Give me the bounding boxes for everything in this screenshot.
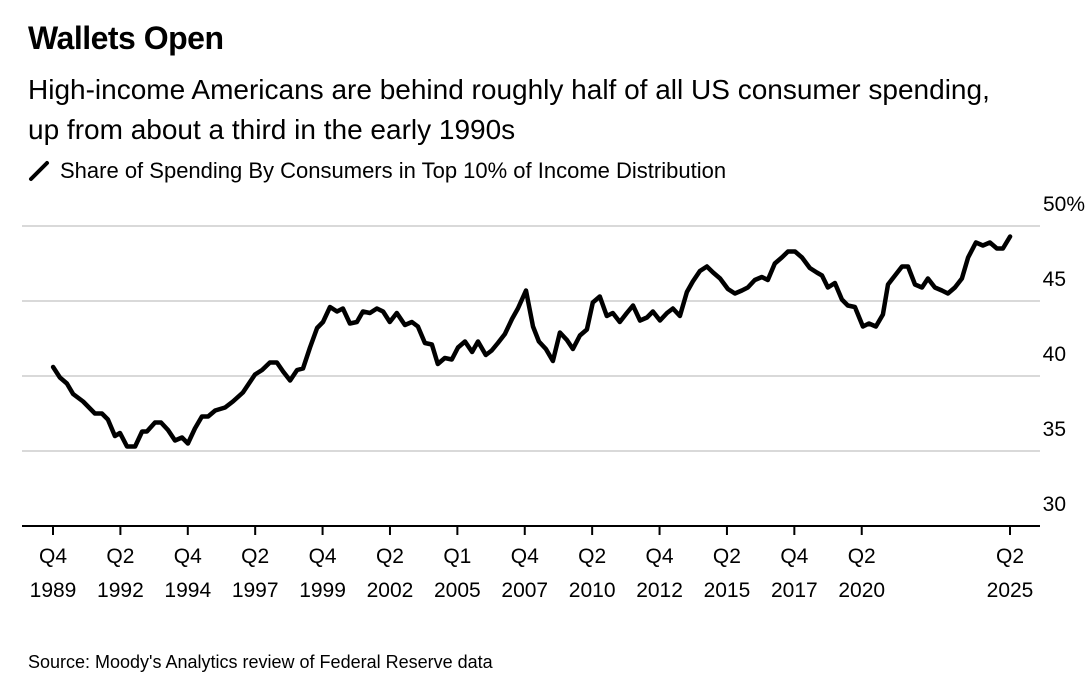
chart-title: Wallets Open bbox=[28, 20, 224, 56]
x-tick-year: 2005 bbox=[434, 579, 481, 602]
x-tick-quarter: Q2 bbox=[713, 545, 741, 568]
y-tick-label: 35 bbox=[1043, 418, 1066, 441]
x-tick-quarter: Q2 bbox=[106, 545, 134, 568]
x-tick-quarter: Q1 bbox=[443, 545, 471, 568]
y-tick-label: 50% bbox=[1043, 193, 1085, 216]
x-tick-quarter: Q2 bbox=[241, 545, 269, 568]
x-tick-year: 2015 bbox=[704, 579, 751, 602]
source-note: Source: Moody's Analytics review of Fede… bbox=[28, 652, 493, 672]
x-tick-quarter: Q4 bbox=[511, 545, 539, 568]
x-tick-year: 1997 bbox=[232, 579, 279, 602]
chart-subtitle: High-income Americans are behind roughly… bbox=[28, 74, 990, 145]
x-tick-quarter: Q4 bbox=[646, 545, 674, 568]
x-tick-year: 1999 bbox=[299, 579, 346, 602]
x-tick-year: 1994 bbox=[164, 579, 211, 602]
x-tick-quarter: Q2 bbox=[376, 545, 404, 568]
legend: Share of Spending By Consumers in Top 10… bbox=[28, 158, 726, 184]
x-tick-quarter: Q2 bbox=[578, 545, 606, 568]
x-tick-quarter: Q4 bbox=[39, 545, 67, 568]
x-tick-year: 2020 bbox=[838, 579, 885, 602]
legend-label: Share of Spending By Consumers in Top 10… bbox=[60, 158, 727, 183]
x-tick-quarter: Q2 bbox=[848, 545, 876, 568]
y-tick-label: 45 bbox=[1043, 268, 1066, 291]
x-tick-year: 1989 bbox=[30, 579, 77, 602]
x-tick-year: 2025 bbox=[987, 579, 1034, 602]
x-tick-year: 2010 bbox=[569, 579, 616, 602]
x-tick-year: 2012 bbox=[636, 579, 683, 602]
x-tick-quarter: Q4 bbox=[174, 545, 202, 568]
x-tick-quarter: Q4 bbox=[780, 545, 808, 568]
x-tick-year: 2007 bbox=[501, 579, 548, 602]
series-line-top10-share bbox=[50, 234, 1013, 449]
y-tick-label: 30 bbox=[1043, 493, 1066, 516]
x-tick-year: 1992 bbox=[97, 579, 144, 602]
y-tick-label: 40 bbox=[1043, 343, 1066, 366]
x-tick-quarter: Q4 bbox=[309, 545, 337, 568]
line-legend-icon bbox=[29, 161, 49, 181]
x-tick-year: 2002 bbox=[367, 579, 414, 602]
x-tick-year: 2017 bbox=[771, 579, 818, 602]
x-tick-quarter: Q2 bbox=[996, 545, 1024, 568]
